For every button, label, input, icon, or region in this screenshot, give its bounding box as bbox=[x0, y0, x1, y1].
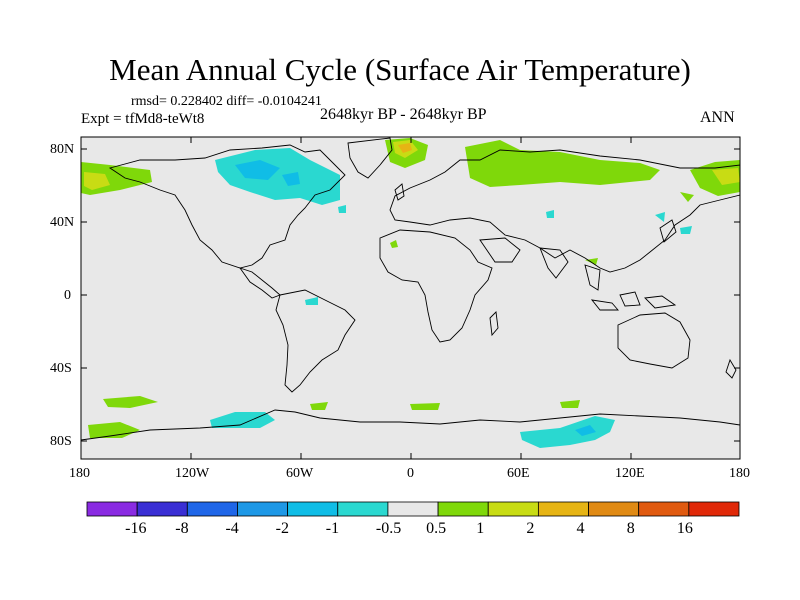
lat-label-40n: 40N bbox=[50, 215, 75, 230]
colorbar-box bbox=[237, 501, 289, 517]
lon-label-180e: 180 bbox=[729, 466, 750, 481]
coastlines bbox=[80, 137, 741, 441]
colorbar-box bbox=[186, 501, 238, 517]
map-plot-area bbox=[81, 137, 740, 459]
colorbar-label: -1 bbox=[325, 520, 340, 537]
colorbar-box bbox=[437, 501, 489, 517]
colorbar-label: 16 bbox=[676, 520, 693, 537]
period-label: 2648kyr BP - 2648kyr BP bbox=[320, 106, 487, 123]
chart-title: Mean Annual Cycle (Surface Air Temperatu… bbox=[109, 52, 691, 87]
colorbar bbox=[86, 501, 740, 517]
lat-label-40s: 40S bbox=[50, 361, 72, 376]
colorbar-box bbox=[287, 501, 339, 517]
lat-label-0: 0 bbox=[64, 288, 71, 303]
negative-anomaly-regions bbox=[210, 148, 692, 448]
colorbar-box bbox=[638, 501, 690, 517]
lat-label-80s: 80S bbox=[50, 434, 72, 449]
colorbar-box bbox=[337, 501, 389, 517]
colorbar-label: 4 bbox=[576, 520, 585, 537]
lon-label-180w: 180 bbox=[69, 466, 90, 481]
colorbar-box bbox=[136, 501, 188, 517]
axis-ticks bbox=[80, 137, 741, 459]
colorbar-label: -4 bbox=[225, 520, 239, 537]
colorbar-box bbox=[86, 501, 138, 517]
colorbar-box bbox=[688, 501, 740, 517]
experiment-label: Expt = tfMd8-teWt8 bbox=[81, 111, 205, 127]
colorbar-box bbox=[537, 501, 589, 517]
lon-label-0: 0 bbox=[407, 466, 414, 481]
colorbar-box bbox=[487, 501, 539, 517]
lon-label-60w: 60W bbox=[286, 466, 314, 481]
colorbar-box bbox=[387, 501, 439, 517]
colorbar-label: -2 bbox=[275, 520, 289, 537]
colorbar-label: 2 bbox=[526, 520, 535, 537]
colorbar-label: -16 bbox=[125, 520, 147, 537]
positive-anomaly-regions bbox=[81, 138, 740, 438]
colorbar-label: 8 bbox=[626, 520, 635, 537]
lon-label-120e: 120E bbox=[615, 466, 645, 481]
lon-label-120w: 120W bbox=[175, 466, 210, 481]
season-label: ANN bbox=[700, 109, 735, 126]
stats-label: rmsd= 0.228402 diff= -0.0104241 bbox=[131, 94, 322, 109]
colorbar-label: 1 bbox=[476, 520, 485, 537]
lon-label-60e: 60E bbox=[507, 466, 530, 481]
colorbar-box bbox=[588, 501, 640, 517]
colorbar-label: 0.5 bbox=[426, 520, 447, 537]
lat-label-80n: 80N bbox=[50, 142, 75, 157]
colorbar-label: -8 bbox=[175, 520, 189, 537]
colorbar-label: -0.5 bbox=[375, 520, 402, 537]
